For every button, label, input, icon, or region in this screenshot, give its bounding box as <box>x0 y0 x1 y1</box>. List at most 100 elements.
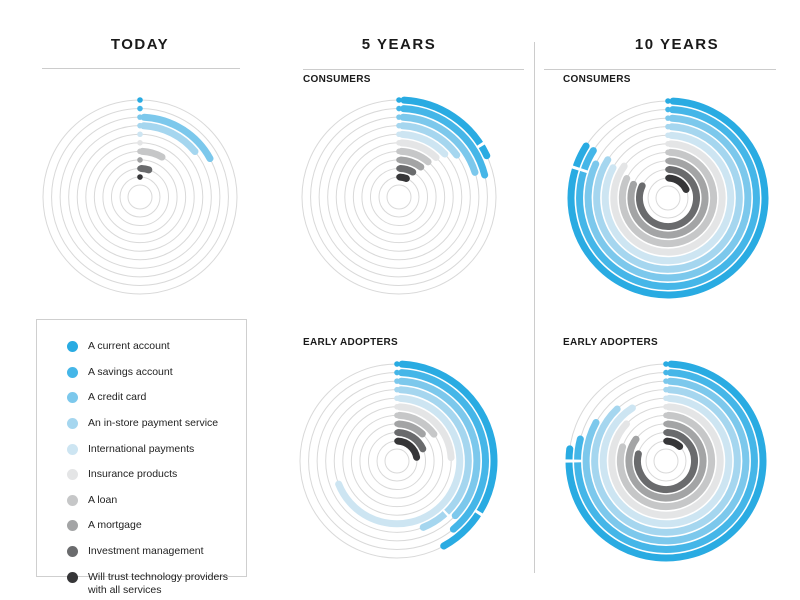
ring-start-dot <box>396 131 402 138</box>
ring-arc <box>394 429 427 453</box>
column-header-today: TODAY <box>110 36 170 53</box>
ring-start-dot <box>663 378 669 384</box>
ring-arc <box>395 411 438 438</box>
ring-start-dot <box>137 140 143 146</box>
ring-arc <box>140 113 214 163</box>
ring-start-dot <box>396 105 402 112</box>
ring-start-dot <box>663 361 669 367</box>
grid-circle <box>42 99 238 295</box>
ring-start-dot <box>663 404 669 410</box>
arc-segment-tick <box>578 167 590 174</box>
legend-swatch <box>67 571 78 583</box>
ring-start-dot <box>396 122 402 129</box>
legend-swatch <box>67 417 78 429</box>
ring-start-dot <box>663 429 669 436</box>
ring-start-dot <box>396 148 402 155</box>
ring-start-dot <box>394 404 400 410</box>
label-early-adopters-10y: EARLY ADOPTERS <box>563 337 658 348</box>
ring-arc <box>397 147 432 166</box>
ring-arc <box>399 113 479 176</box>
ring-arc <box>394 437 421 461</box>
ring-arc <box>565 360 767 562</box>
legend-label: A savings account <box>88 365 173 378</box>
legend-items: A current account A savings account A cred… <box>67 340 246 597</box>
ring-start-dot <box>396 157 402 163</box>
ring-arc <box>567 97 769 299</box>
legend-item: A loan <box>67 494 246 507</box>
grid-circle <box>378 176 420 218</box>
ring-start-dot <box>137 97 143 103</box>
legend-swatch <box>67 520 78 532</box>
ring-start-dot <box>663 412 669 419</box>
ring-arc <box>584 114 752 282</box>
legend-item: A current account <box>67 340 246 353</box>
ring-arc <box>396 403 455 462</box>
ring-start-dot <box>665 106 671 113</box>
legend-label: Insurance products <box>88 468 178 481</box>
chart-today <box>35 92 245 302</box>
ring-arc <box>601 131 735 265</box>
legend-item: Investment management <box>67 545 246 558</box>
legend-swatch <box>67 366 78 378</box>
ring-start-dot <box>663 395 669 402</box>
ring-start-dot <box>137 165 143 172</box>
ring-arc <box>616 411 716 511</box>
ring-arc <box>398 360 498 550</box>
arc-segment-tick <box>570 164 581 171</box>
ring-arc <box>138 147 166 161</box>
ring-arc <box>663 437 684 450</box>
column-divider <box>534 42 535 573</box>
ring-start-dot <box>394 412 400 419</box>
ring-start-dot <box>396 174 402 180</box>
ring-arc <box>395 420 426 438</box>
grid-circle <box>93 150 187 244</box>
legend-item: A credit card <box>67 391 246 404</box>
ring-start-dot <box>663 421 669 427</box>
ring-start-dot <box>394 438 400 444</box>
legend-swatch <box>67 546 78 557</box>
chart-consumers-5y <box>294 92 504 302</box>
ring-start-dot <box>665 132 671 139</box>
ring-arc <box>398 130 449 158</box>
legend-label: International payments <box>88 442 195 455</box>
radial-bar-svg <box>563 360 767 562</box>
legend: A current account A savings account A cred… <box>36 319 247 596</box>
radial-bar-svg <box>567 97 769 299</box>
ring-start-dot <box>394 421 400 427</box>
ring-arc <box>599 394 733 528</box>
chart-consumers-10y <box>563 93 773 303</box>
ten-years-underline <box>544 69 776 70</box>
ring-arc <box>591 386 741 536</box>
ring-arc <box>400 105 489 179</box>
today-underline <box>42 68 240 69</box>
five-years-underline <box>303 69 524 70</box>
grid-circle <box>655 185 681 211</box>
legend-label: An in-store payment service <box>88 416 219 429</box>
ring-arc <box>574 369 758 553</box>
ring-start-dot <box>396 165 402 172</box>
ring-start-dot <box>137 174 143 180</box>
ring-start-dot <box>137 131 143 138</box>
ring-start-dot <box>137 157 143 163</box>
ring-arc <box>627 157 709 239</box>
grid-circle <box>119 176 161 218</box>
legend-item: A savings account <box>67 366 246 379</box>
chart-early-adopters-5y <box>292 356 502 566</box>
radial-bar-svg <box>299 360 498 559</box>
column-header-5-years: 5 YEARS <box>361 36 437 53</box>
ring-start-dot <box>665 115 671 121</box>
column-header-10-years: 10 YEARS <box>634 36 720 53</box>
ring-start-dot <box>394 395 400 402</box>
legend-label: A credit card <box>88 391 147 404</box>
ring-arc <box>397 377 481 520</box>
ring-start-dot <box>137 114 143 120</box>
ring-arc <box>398 139 440 161</box>
legend-swatch <box>67 392 78 404</box>
ring-arc <box>593 123 743 273</box>
ring-start-dot <box>396 97 402 103</box>
ring-start-dot <box>663 438 669 444</box>
ring-arc <box>608 403 724 519</box>
radial-bar-svg <box>42 97 238 295</box>
legend-swatch <box>67 443 78 455</box>
ring-start-dot <box>394 369 400 376</box>
